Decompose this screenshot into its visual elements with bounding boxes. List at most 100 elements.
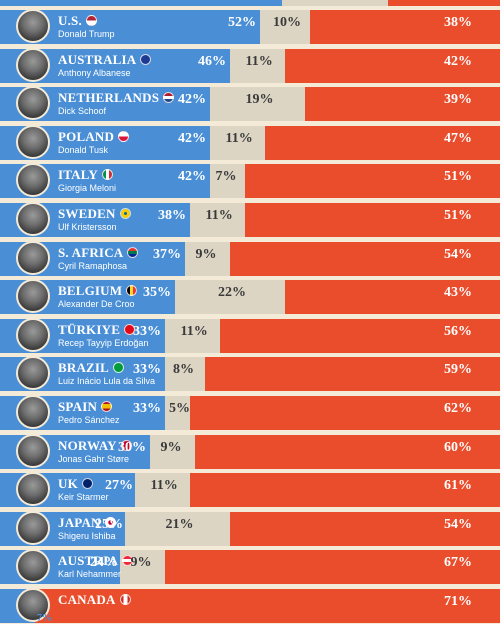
leader-portrait	[16, 202, 50, 236]
disapprove-bar	[285, 48, 500, 83]
country-name: BELGIUM	[58, 283, 123, 299]
leader-portrait	[16, 472, 50, 507]
disapprove-value-label: 47%	[444, 130, 472, 146]
neutral-bar	[210, 125, 265, 160]
leader-name: Keir Starmer	[58, 492, 109, 503]
japan-flag-icon	[104, 516, 116, 528]
neutral-value-label: 19%	[245, 92, 274, 108]
country-name: NORWAY	[58, 437, 117, 453]
disapprove-bar	[165, 550, 500, 585]
approve-value-label: 37%	[153, 246, 181, 262]
country-name: AUSTRALIA	[58, 51, 137, 67]
neutral-bar	[260, 10, 310, 44]
brazil-flag-icon	[113, 362, 125, 374]
disapprove-value-label: 39%	[444, 92, 472, 108]
approve-value-label: 27%	[105, 478, 133, 494]
disapprove-bar	[230, 511, 500, 546]
australia-flag-icon	[140, 53, 152, 65]
chart-row: AUSTRIA Karl Nehammer 24% 9% 67%	[0, 548, 500, 585]
sweden-flag-icon	[119, 208, 131, 219]
neutral-value-label: 11%	[180, 323, 208, 339]
south-africa-flag-icon	[127, 246, 139, 258]
neutral-bar	[150, 434, 195, 469]
disapprove-value-label: 54%	[444, 516, 472, 532]
chart-row: U.S. Donald Trump 52% 10% 38%	[0, 8, 500, 44]
neutral-bar	[125, 511, 230, 546]
neutral-bar	[190, 203, 245, 237]
country-label: ITALY	[58, 167, 114, 183]
leader-portrait	[16, 433, 50, 468]
leader-portrait	[16, 356, 50, 391]
neutral-value-label: 11%	[205, 208, 233, 223]
leader-portrait	[16, 163, 50, 198]
poland-flag-icon	[118, 130, 130, 142]
disapprove-value-label: 51%	[444, 208, 472, 223]
neutral-value-label: 10%	[273, 15, 301, 30]
approve-value-label: 25%	[95, 516, 123, 532]
approve-value-label: 52%	[228, 15, 256, 30]
disapprove-value-label: 59%	[444, 362, 472, 378]
disapprove-value-label: 38%	[444, 15, 472, 30]
country-name: U.S.	[58, 13, 82, 28]
leader-name: Giorgia Meloni	[58, 183, 117, 194]
approve-value-label: 33%	[133, 323, 161, 339]
approve-value-label: 30%	[118, 439, 146, 455]
country-name: UK	[58, 476, 78, 492]
leader-portrait	[16, 510, 50, 545]
country-name: POLAND	[58, 128, 115, 144]
country-name: TÜRKIYE	[58, 321, 121, 337]
disapprove-bar	[190, 396, 500, 430]
disapprove-value-label: 56%	[444, 323, 472, 339]
country-label: CANADA	[58, 592, 131, 608]
neutral-bar	[165, 396, 190, 430]
country-name: JAPAN	[58, 514, 101, 530]
approve-value-label: 46%	[198, 53, 226, 69]
neutral-value-label: 9%	[160, 439, 182, 455]
chart-row: POLAND Donald Tusk 42% 11% 47%	[0, 124, 500, 160]
country-label: BELGIUM	[58, 283, 138, 299]
country-name: AUSTRIA	[58, 553, 118, 569]
country-label: SPAIN	[58, 399, 113, 415]
approve-value-label: 24%	[90, 555, 118, 571]
leader-portrait	[16, 395, 50, 429]
country-name: ITALY	[58, 167, 99, 183]
leader-portrait	[16, 9, 50, 43]
norway-flag-icon	[120, 439, 132, 451]
leader-name: Recep Tayyip Erdoğan	[58, 337, 149, 348]
italy-flag-icon	[102, 169, 114, 181]
chart-row: NORWAY Jonas Gahr Støre 30% 9% 60%	[0, 433, 500, 469]
neutral-value-label: 9%	[195, 246, 217, 262]
disapprove-value-label: 60%	[444, 439, 472, 455]
disapprove-bar	[245, 203, 500, 237]
chart-row: BELGIUM Alexander De Croo 35% 22% 43%	[0, 278, 500, 315]
country-label: AUSTRIA	[58, 553, 133, 569]
approve-value-label: 7%	[37, 613, 52, 624]
neutral-value-label: 21%	[165, 516, 194, 532]
leader-name: Shigeru Ishiba	[58, 530, 116, 541]
neutral-bar	[165, 318, 220, 353]
leader-name: Dick Schoof	[58, 106, 107, 117]
approve-value-label: 42%	[178, 130, 206, 146]
disapprove-bar	[230, 241, 500, 276]
disapprove-bar	[245, 164, 500, 199]
us-flag-icon	[85, 15, 97, 26]
chart-row: UK Keir Starmer 27% 11% 61%	[0, 471, 500, 508]
belgium-flag-icon	[126, 285, 138, 297]
disapprove-bar	[190, 473, 500, 508]
country-label: UK	[58, 476, 93, 492]
chart-row: BRAZIL Luiz Inácio Lula da Silva 33% 8% 59%	[0, 355, 500, 392]
disapprove-bar	[285, 280, 500, 315]
leader-portrait	[16, 240, 50, 275]
leader-name: Alexander De Croo	[58, 299, 135, 310]
neutral-value-label: 22%	[218, 285, 246, 301]
approve-value-label: 42%	[178, 169, 206, 185]
neutral-bar	[230, 48, 285, 83]
leader-name: Anthony Albanese	[58, 67, 131, 78]
neutral-value-label: 5%	[169, 401, 190, 416]
chart-row: SWEDEN Ulf Kristersson 38% 11% 51%	[0, 201, 500, 237]
neutral-value-label: 11%	[150, 478, 178, 494]
leader-portrait	[16, 317, 50, 352]
approve-value-label: 33%	[133, 362, 161, 378]
turkiye-flag-icon	[124, 323, 136, 335]
neutral-value-label: 9%	[130, 555, 152, 571]
